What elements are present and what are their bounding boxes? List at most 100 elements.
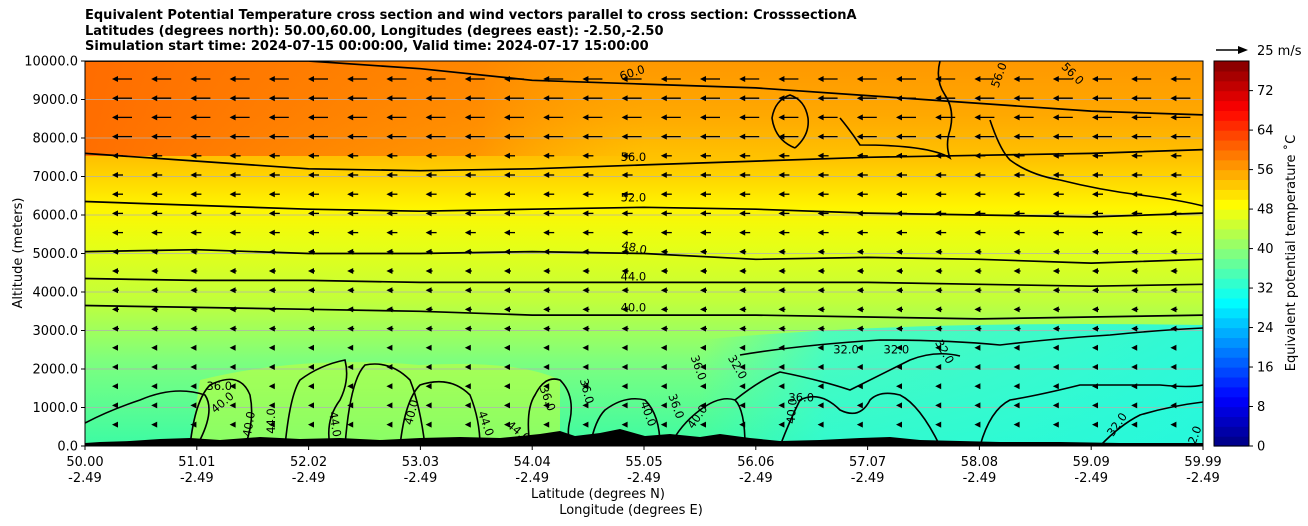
wind-vector-head [308, 306, 314, 313]
wind-vector [308, 306, 315, 313]
wind-vector [700, 152, 711, 159]
wind-vector-head [582, 133, 589, 140]
x-tick-label-lat: 50.00 [66, 455, 103, 470]
wind-vector-head [974, 191, 981, 198]
wind-vector [1013, 364, 1020, 370]
colorbar-band [1214, 120, 1249, 131]
wind-vector [974, 76, 995, 82]
wind-vector-head [856, 210, 863, 217]
wind-vector [543, 402, 550, 409]
wind-vector-head [268, 306, 275, 313]
wind-vector [1013, 191, 1025, 198]
contour-44.0 [85, 277, 1203, 288]
wind-vector-head [1013, 383, 1020, 390]
wind-vector-head [543, 248, 550, 255]
colorbar-band [1214, 218, 1249, 230]
wind-vectors [112, 76, 1191, 428]
wind-vector [1170, 191, 1182, 198]
wind-vector-head [190, 152, 197, 159]
wind-vector [700, 421, 706, 428]
wind-vector [229, 287, 237, 294]
wind-vector [347, 383, 354, 390]
contour-label: 44.0 [621, 269, 647, 283]
wind-vector-head [112, 76, 118, 82]
wind-vector-head [151, 152, 158, 159]
x-axis: 50.00-2.4951.01-2.4952.02-2.4953.03-2.49… [66, 446, 1222, 486]
wind-vector [464, 248, 472, 255]
wind-vector [112, 364, 118, 370]
wind-vector-head [151, 95, 158, 102]
wind-vector-head [386, 268, 393, 274]
wind-vector-head [621, 364, 628, 370]
wind-vector-head [621, 95, 628, 102]
wind-vector-head [229, 421, 236, 428]
wind-vector [856, 364, 863, 370]
wind-vector-head [1052, 210, 1059, 217]
wind-vector [229, 364, 236, 370]
wind-vector-head [1092, 172, 1098, 178]
wind-vector [1170, 325, 1178, 332]
wind-vector [660, 364, 667, 370]
wind-vector-head [935, 95, 942, 102]
wind-vector [268, 172, 280, 178]
wind-vector-head [308, 325, 314, 332]
wind-vector [347, 344, 354, 351]
wind-vector-head [1092, 114, 1098, 121]
wind-vector-head [190, 287, 197, 294]
wind-vector [621, 133, 642, 140]
wind-vector-head [386, 133, 393, 140]
wind-vector [229, 76, 250, 82]
wind-vector [621, 402, 628, 409]
wind-vector-head [543, 383, 550, 390]
wind-vector-head [112, 402, 118, 409]
wind-vector [425, 402, 432, 409]
wind-vector-head [974, 114, 981, 121]
wind-vector [621, 248, 629, 255]
wind-vector [386, 172, 398, 178]
wind-vector [308, 402, 314, 409]
x-tick-label-lon: -2.49 [180, 471, 214, 486]
wind-vector [1170, 114, 1191, 121]
wind-vector-head [660, 133, 667, 140]
wind-vector [700, 364, 706, 370]
wind-vector [1092, 191, 1103, 198]
wind-vector [229, 344, 236, 351]
wind-vector [229, 306, 237, 313]
wind-vector [582, 344, 589, 351]
wind-vector-head [151, 172, 158, 178]
wind-vector-head [700, 325, 706, 332]
wind-vector [896, 344, 902, 351]
wind-vector [974, 114, 995, 121]
wind-vector [308, 191, 319, 198]
colorbar-band [1214, 169, 1249, 181]
wind-vector [817, 268, 825, 274]
wind-vector [268, 383, 275, 390]
wind-vector-head [190, 402, 197, 409]
wind-vector-head [974, 268, 981, 274]
wind-vector-head [739, 325, 746, 332]
wind-vector-head [700, 344, 706, 351]
wind-vector [347, 325, 355, 332]
wind-vector [778, 421, 785, 428]
wind-vector-head [151, 402, 158, 409]
contour-label: 36.0 [788, 391, 814, 405]
wind-vector [974, 268, 982, 274]
wind-vector-head [1052, 402, 1059, 409]
wind-vector [856, 191, 868, 198]
wind-vector-head [817, 306, 824, 313]
wind-vector [1052, 114, 1073, 121]
wind-vector [700, 191, 711, 198]
colorbar-band [1214, 159, 1249, 171]
wind-vector-head [268, 402, 275, 409]
wind-vector-head [1170, 210, 1177, 217]
wind-vector-head [386, 306, 393, 313]
wind-vector-head [817, 325, 824, 332]
wind-vector-head [151, 114, 158, 121]
wind-vector-head [112, 229, 118, 236]
wind-vector [1052, 229, 1064, 236]
wind-vector-head [112, 114, 118, 121]
wind-vector [1131, 133, 1152, 140]
wind-vector [1013, 383, 1020, 390]
wind-vector-head [425, 421, 432, 428]
wind-vector-head [151, 287, 158, 294]
